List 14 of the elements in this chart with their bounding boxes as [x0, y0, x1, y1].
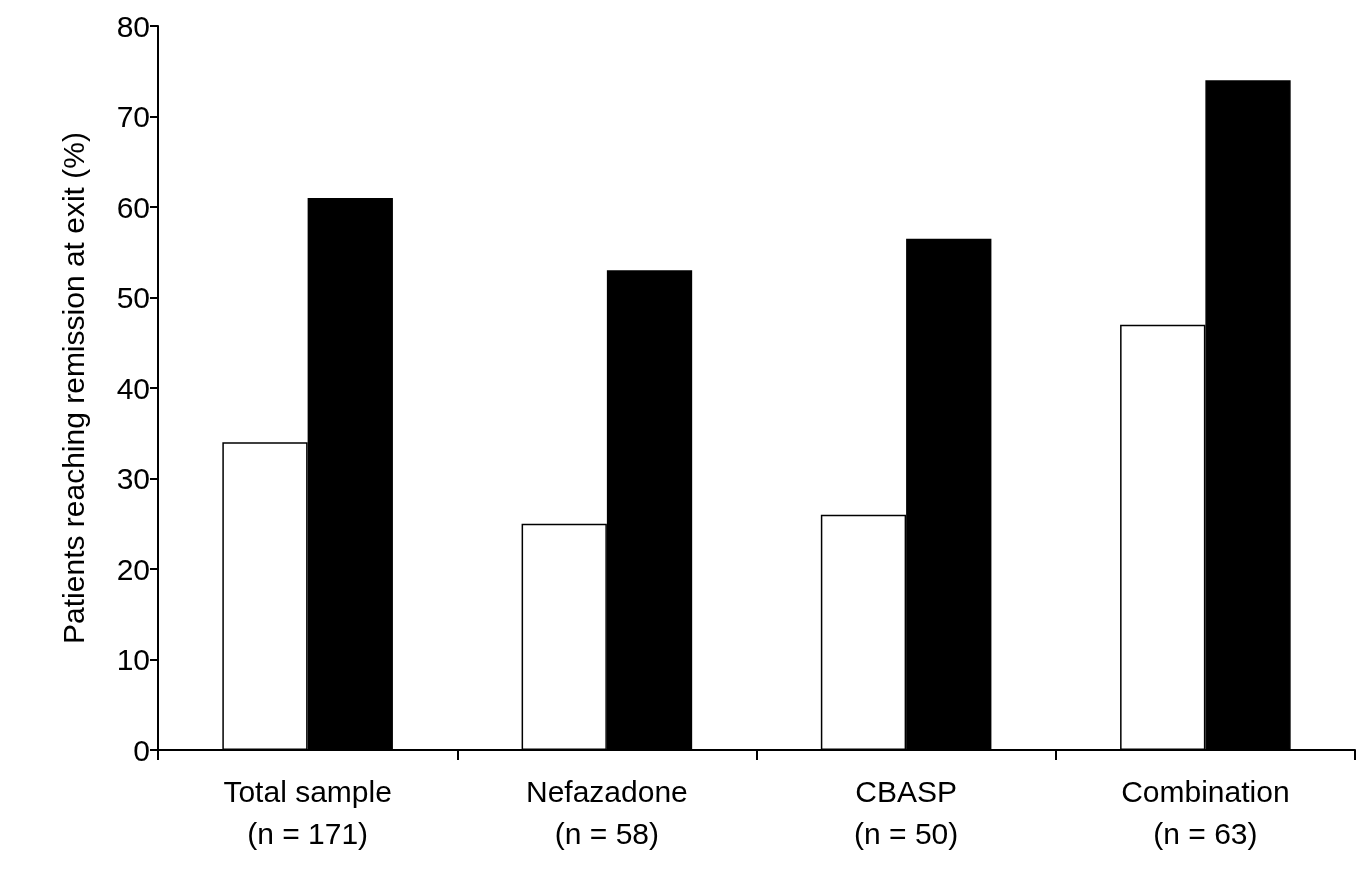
y-tick-label: 30: [116, 462, 150, 495]
y-tick-label: 10: [116, 643, 150, 676]
y-tick-label: 40: [116, 371, 150, 405]
y-axis-title: Patients reaching remission at exit (%): [56, 132, 90, 644]
y-tick-label: 70: [116, 100, 150, 133]
y-tick-label: 60: [116, 190, 150, 224]
y-tick-label: 50: [116, 281, 150, 314]
x-tick-label: Nefazadone (n = 58): [525, 774, 688, 850]
y-tick-label: 20: [116, 552, 150, 586]
x-tick-label: CBASP (n = 50): [854, 774, 959, 850]
y-tick-label: 80: [116, 9, 150, 43]
x-tick-label: Total sample (n = 171): [223, 774, 392, 850]
x-tick-label: Combination (n = 63): [1121, 774, 1290, 850]
y-tick-label: 0: [133, 733, 150, 767]
